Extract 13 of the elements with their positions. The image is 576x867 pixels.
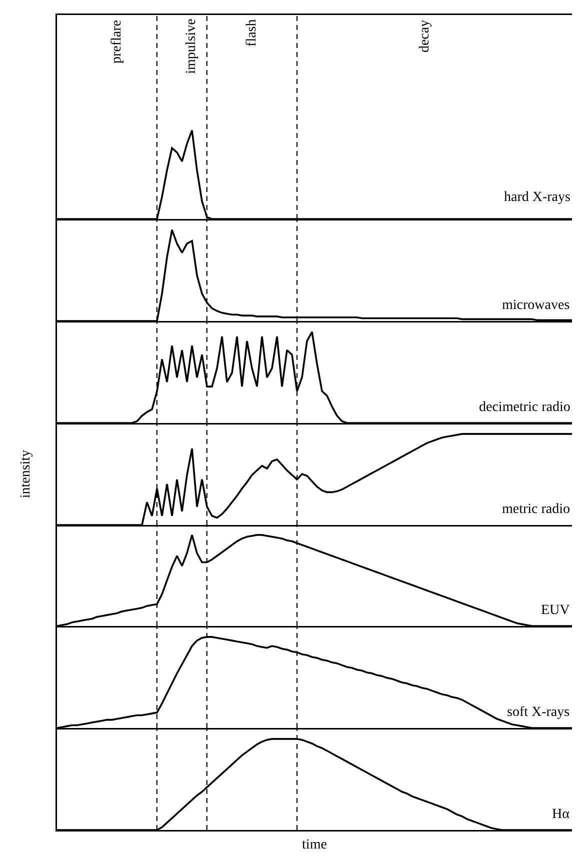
series-label: EUV — [541, 603, 570, 618]
text: metric radio — [502, 502, 570, 516]
series-label: Hα — [552, 807, 570, 822]
y-axis-title: intensity — [18, 449, 34, 498]
series-label: microwaves — [502, 298, 570, 313]
series-label: hard X-rays — [504, 190, 570, 205]
text: impulsive — [184, 18, 199, 74]
text: decay — [417, 20, 432, 53]
x-axis-title: time — [302, 838, 327, 853]
series-label: decimetric radio — [479, 400, 570, 415]
text: flash — [244, 19, 260, 46]
series-label: soft X-rays — [507, 705, 570, 720]
text: preflare — [109, 20, 124, 64]
